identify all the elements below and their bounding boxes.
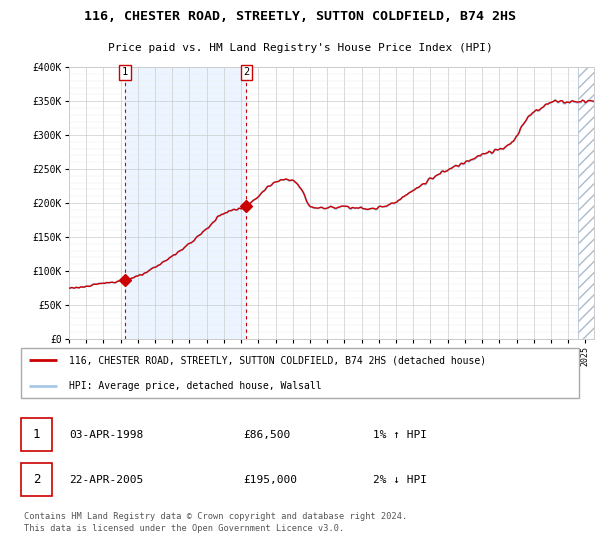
Text: 116, CHESTER ROAD, STREETLY, SUTTON COLDFIELD, B74 2HS: 116, CHESTER ROAD, STREETLY, SUTTON COLD… — [84, 10, 516, 22]
Text: Contains HM Land Registry data © Crown copyright and database right 2024.
This d: Contains HM Land Registry data © Crown c… — [23, 512, 407, 533]
Text: 2% ↓ HPI: 2% ↓ HPI — [373, 475, 427, 484]
Text: £86,500: £86,500 — [244, 430, 291, 440]
Bar — [125, 67, 246, 339]
Text: 1: 1 — [122, 67, 128, 77]
FancyBboxPatch shape — [21, 418, 52, 451]
Text: Price paid vs. HM Land Registry's House Price Index (HPI): Price paid vs. HM Land Registry's House … — [107, 43, 493, 53]
Text: 1% ↑ HPI: 1% ↑ HPI — [373, 430, 427, 440]
Bar — [578, 67, 594, 339]
FancyBboxPatch shape — [21, 348, 579, 398]
Text: HPI: Average price, detached house, Walsall: HPI: Average price, detached house, Wals… — [69, 381, 322, 390]
Text: 22-APR-2005: 22-APR-2005 — [69, 475, 143, 484]
FancyBboxPatch shape — [21, 463, 52, 496]
Text: 116, CHESTER ROAD, STREETLY, SUTTON COLDFIELD, B74 2HS (detached house): 116, CHESTER ROAD, STREETLY, SUTTON COLD… — [69, 356, 486, 365]
Text: 2: 2 — [243, 67, 250, 77]
Text: 03-APR-1998: 03-APR-1998 — [69, 430, 143, 440]
Text: 2: 2 — [33, 473, 40, 486]
Text: 1: 1 — [33, 428, 40, 441]
Text: £195,000: £195,000 — [244, 475, 298, 484]
